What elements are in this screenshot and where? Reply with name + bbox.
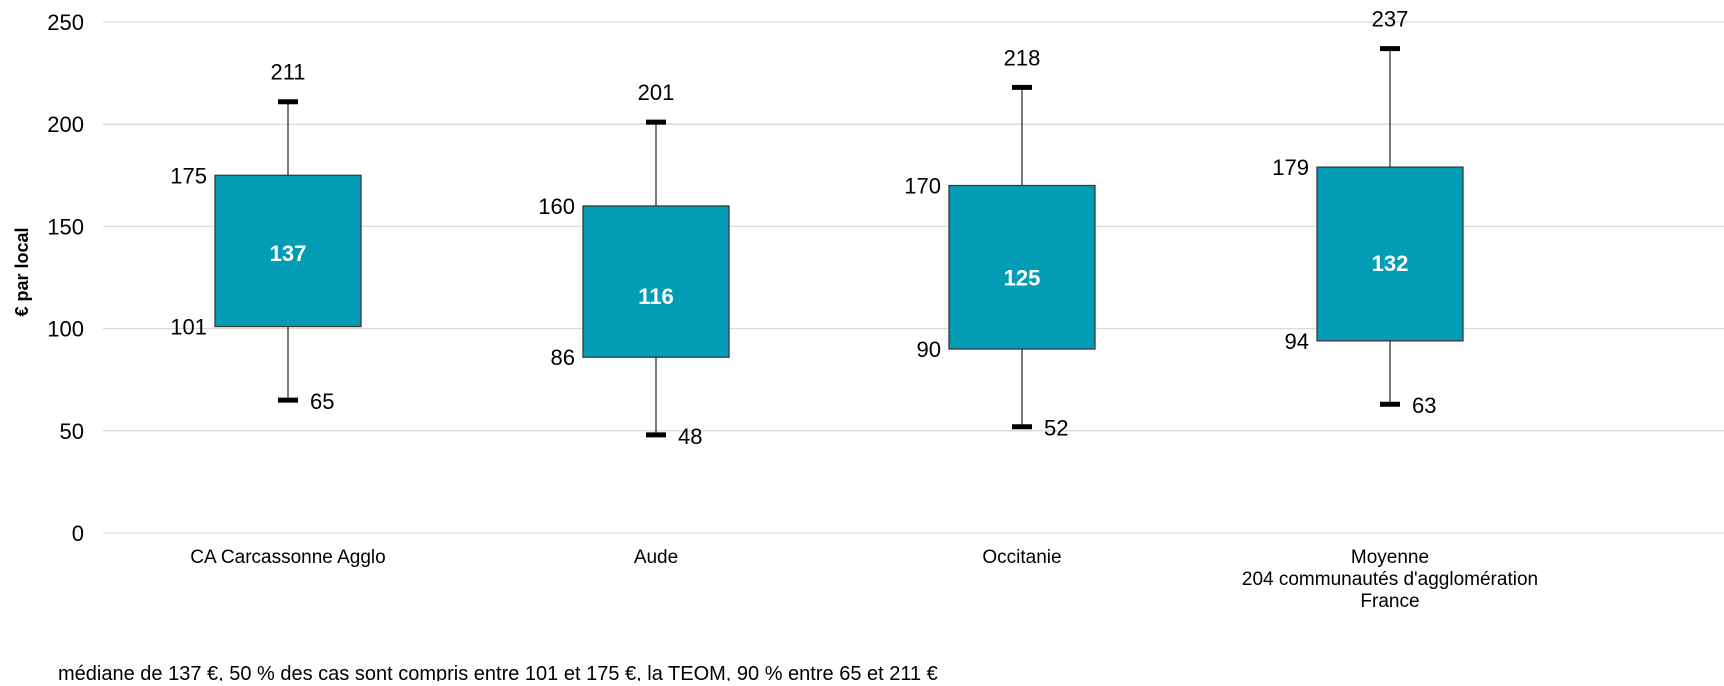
y-axis-ticks: 0 50 100 150 200 250 [47,10,84,546]
box-group: 211 65 175 101 137 [170,60,362,414]
footnote-text: médiane de 137 €, 50 % des cas sont comp… [58,663,938,681]
iqr-box [582,205,730,358]
y-tick-label: 50 [60,419,84,444]
iqr-box [948,184,1096,350]
q3-label: 179 [1272,155,1309,180]
max-label: 218 [1004,45,1041,70]
median-label: 137 [270,241,307,266]
x-axis-categories: CA Carcassonne Agglo Aude Occitanie Moyenne… [190,547,1538,612]
x-category-label: France [1360,591,1419,612]
q3-label: 175 [170,163,207,188]
box-group: 201 48 160 86 116 [538,80,730,449]
q1-label: 101 [170,315,207,340]
box-group: 237 63 179 94 132 [1272,7,1464,418]
x-category-label: CA Carcassonne Agglo [190,547,385,568]
x-category-label: 204 communautés d'agglomération [1242,569,1538,590]
x-category-label: Aude [634,547,678,568]
min-label: 48 [678,424,702,449]
max-label: 211 [270,60,305,85]
y-axis-label: € par local [12,227,32,316]
q3-label: 160 [538,194,575,219]
median-label: 132 [1372,251,1409,276]
median-label: 125 [1004,266,1041,291]
min-label: 65 [310,389,334,414]
y-tick-label: 250 [47,10,84,35]
boxes: 211 65 175 101 137 201 48 160 86 116 218 52 170 90 125… [170,7,1464,449]
q3-label: 170 [904,174,941,199]
q1-label: 94 [1285,329,1309,354]
y-tick-label: 200 [47,112,84,137]
grid-lines [103,21,1724,534]
y-tick-label: 150 [47,214,84,239]
box-group: 218 52 170 90 125 [904,45,1096,441]
x-category-label: Moyenne [1351,547,1429,568]
y-tick-label: 100 [47,317,84,342]
y-tick-label: 0 [72,521,84,546]
iqr-box [1316,166,1464,342]
iqr-box [214,174,362,328]
max-label: 201 [638,80,675,105]
min-label: 52 [1044,416,1068,441]
median-label: 116 [638,284,674,309]
min-label: 63 [1412,393,1436,418]
q1-label: 90 [917,337,941,362]
q1-label: 86 [551,345,575,370]
x-category-label: Occitanie [982,547,1061,568]
max-label: 237 [1372,7,1409,32]
